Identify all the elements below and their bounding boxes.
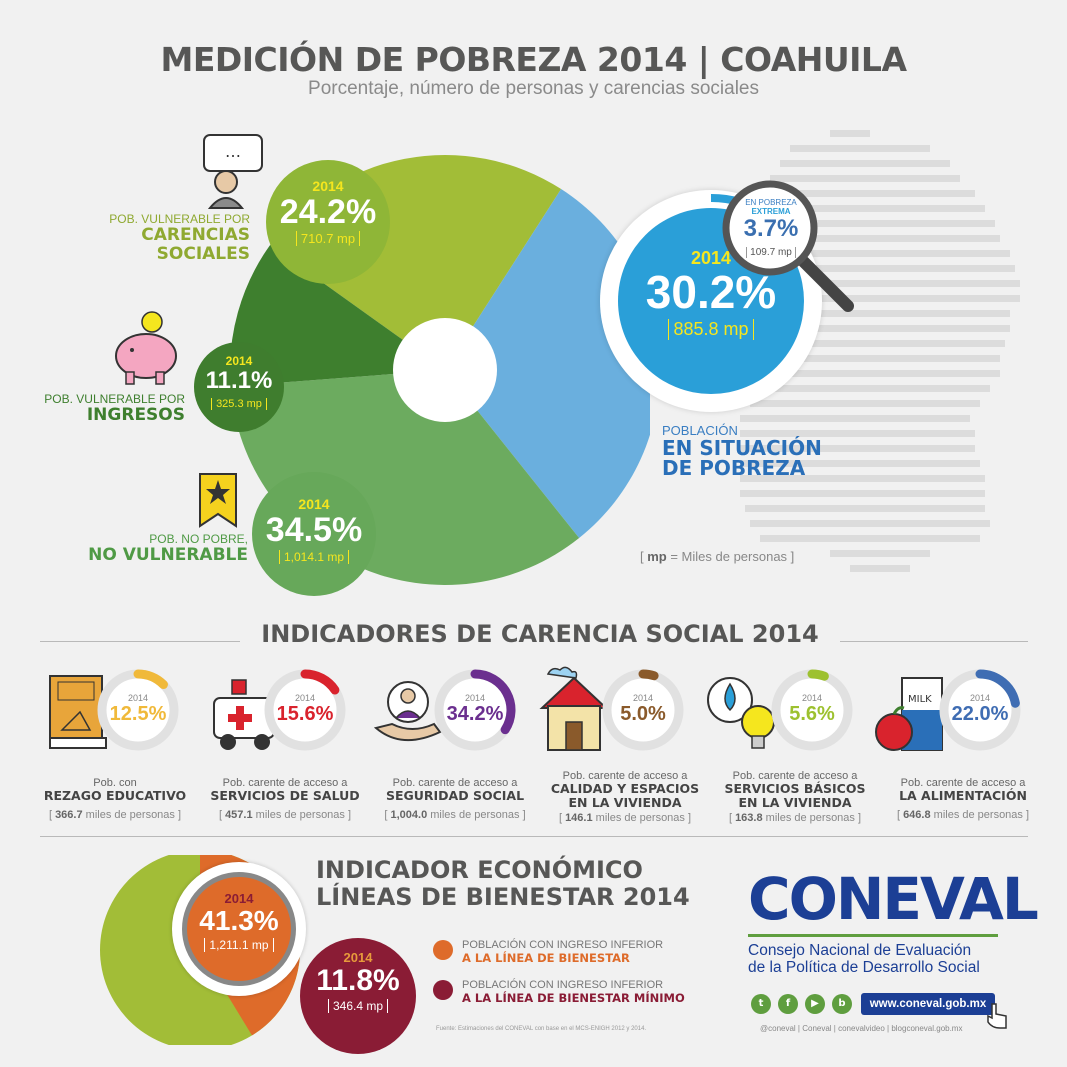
economic-title-1: INDICADOR ECONÓMICO: [316, 856, 643, 884]
hand-person-icon: [373, 681, 442, 742]
indicator-caption-4: Pob. carente de acceso a SERVICIOS BÁSICO…: [724, 770, 866, 824]
ring-arc-5: [975, 669, 1020, 708]
mp-note: [ mp = Miles de personas ]: [640, 549, 795, 564]
divider-right: [840, 641, 1028, 642]
svg-text:MILK: MILK: [908, 694, 932, 705]
pie-slice-1: [445, 189, 650, 539]
legend-bienestar: POBLACIÓN CON INGRESO INFERIOR A LA LÍNE…: [462, 939, 664, 965]
label-no-pobre: POB. NO POBRE, NO VULNERABLE: [88, 532, 248, 565]
value-circle-minimo: 2014 11.8% 346.4 mp: [300, 938, 416, 1054]
magnifier-icon: [722, 180, 854, 312]
person-speech-icon: …: [203, 134, 263, 209]
indicators-title: INDICADORES DE CARENCIA SOCIAL 2014: [261, 620, 819, 648]
ring-arc-2: [470, 669, 516, 735]
website-link[interactable]: www.coneval.gob.mx: [861, 993, 995, 1015]
house-icon: [539, 666, 609, 751]
value-circle-carencias: 2014 24.2% 710.7 mp: [266, 160, 390, 284]
facebook-icon[interactable]: f: [778, 994, 798, 1014]
indicator-value-2: 2014 34.2%: [446, 693, 504, 725]
coahuila-map-graphic: [740, 130, 1020, 572]
indicator-value-5: 2014 22.0%: [951, 693, 1009, 725]
ring-arc-1: [300, 669, 340, 695]
coneval-logo: CONEVAL: [748, 865, 1039, 933]
label-carencias-sociales: POB. VULNERABLE POR CARENCIAS SOCIALES: [109, 212, 250, 264]
legend-minimo: POBLACIÓN CON INGRESO INFERIOR A LA LÍNE…: [462, 979, 685, 1005]
label-ingresos: POB. VULNERABLE POR INGRESOS: [44, 392, 185, 425]
star-ribbon-icon: [199, 473, 237, 528]
page-subtitle: Porcentaje, número de personas y carenci…: [308, 78, 759, 99]
page-title: MEDICIÓN DE POBREZA 2014 | COAHUILA: [160, 40, 908, 79]
economic-title-2: LÍNEAS DE BIENESTAR 2014: [316, 883, 690, 911]
book-icon: [49, 675, 107, 749]
logo-underline: [748, 934, 998, 937]
piggy-bank-icon: [115, 311, 177, 385]
value-circle-no-pobre: 2014 34.5% 1,014.1 mp: [252, 472, 376, 596]
indicator-caption-0: Pob. con REZAGO EDUCATIVO[ 366.7 miles de…: [43, 777, 187, 821]
ring-arc-0: [133, 669, 168, 690]
label-pobreza: POBLACIÓN EN SITUACIÓN DE POBREZA: [662, 423, 822, 480]
ambulance-icon: [213, 679, 275, 750]
indicator-value-0: 2014 12.5%: [109, 693, 167, 725]
indicator-rings: [97, 669, 1021, 751]
indicator-value-3: 2014 5.0%: [620, 693, 666, 725]
source-note: Fuente: Estimaciones del CONEVAL con bas…: [436, 1026, 647, 1032]
value-circle-bienestar: 2014 41.3% 1,211.1 mp: [182, 872, 296, 986]
indicator-caption-1: Pob. carente de acceso a SERVICIOS DE SAL…: [210, 777, 360, 821]
legend-dot-minimo: [433, 980, 453, 1000]
indicator-value-4: 2014 5.6%: [789, 693, 835, 725]
indicator-value-1: 2014 15.6%: [276, 693, 334, 725]
ring-arc-4: [807, 669, 829, 681]
pie-slice-3: [230, 244, 445, 387]
svg-text:…: …: [225, 142, 241, 161]
pie-center-hole: [393, 318, 497, 422]
divider-left: [40, 641, 240, 642]
youtube-icon[interactable]: ▶: [805, 994, 825, 1014]
coneval-name: Consejo Nacional de Evaluación de la Pol…: [748, 942, 980, 976]
twitter-icon[interactable]: t: [751, 994, 771, 1014]
indicator-caption-3: Pob. carente de acceso a CALIDAD Y ESPACI…: [550, 770, 700, 824]
legend-dot-bienestar: [433, 940, 453, 960]
divider-bottom: [40, 836, 1028, 837]
social-handles: @coneval | Coneval | conevalvideo | blog…: [760, 1024, 963, 1033]
indicator-caption-5: Pob. carente de acceso a LA ALIMENTACIÓN[…: [896, 777, 1030, 821]
indicator-caption-2: Pob. carente de acceso a SEGURIDAD SOCIAL…: [384, 777, 526, 821]
ring-arc-3: [638, 669, 659, 681]
extreme-poverty-value: EN POBREZA EXTREMA 3.7% 109.7 mp: [743, 198, 799, 258]
blog-icon[interactable]: b: [832, 994, 852, 1014]
pointer-hand-icon: [987, 1003, 1007, 1029]
value-circle-ingresos: 2014 11.1% 325.3 mp: [194, 342, 284, 432]
